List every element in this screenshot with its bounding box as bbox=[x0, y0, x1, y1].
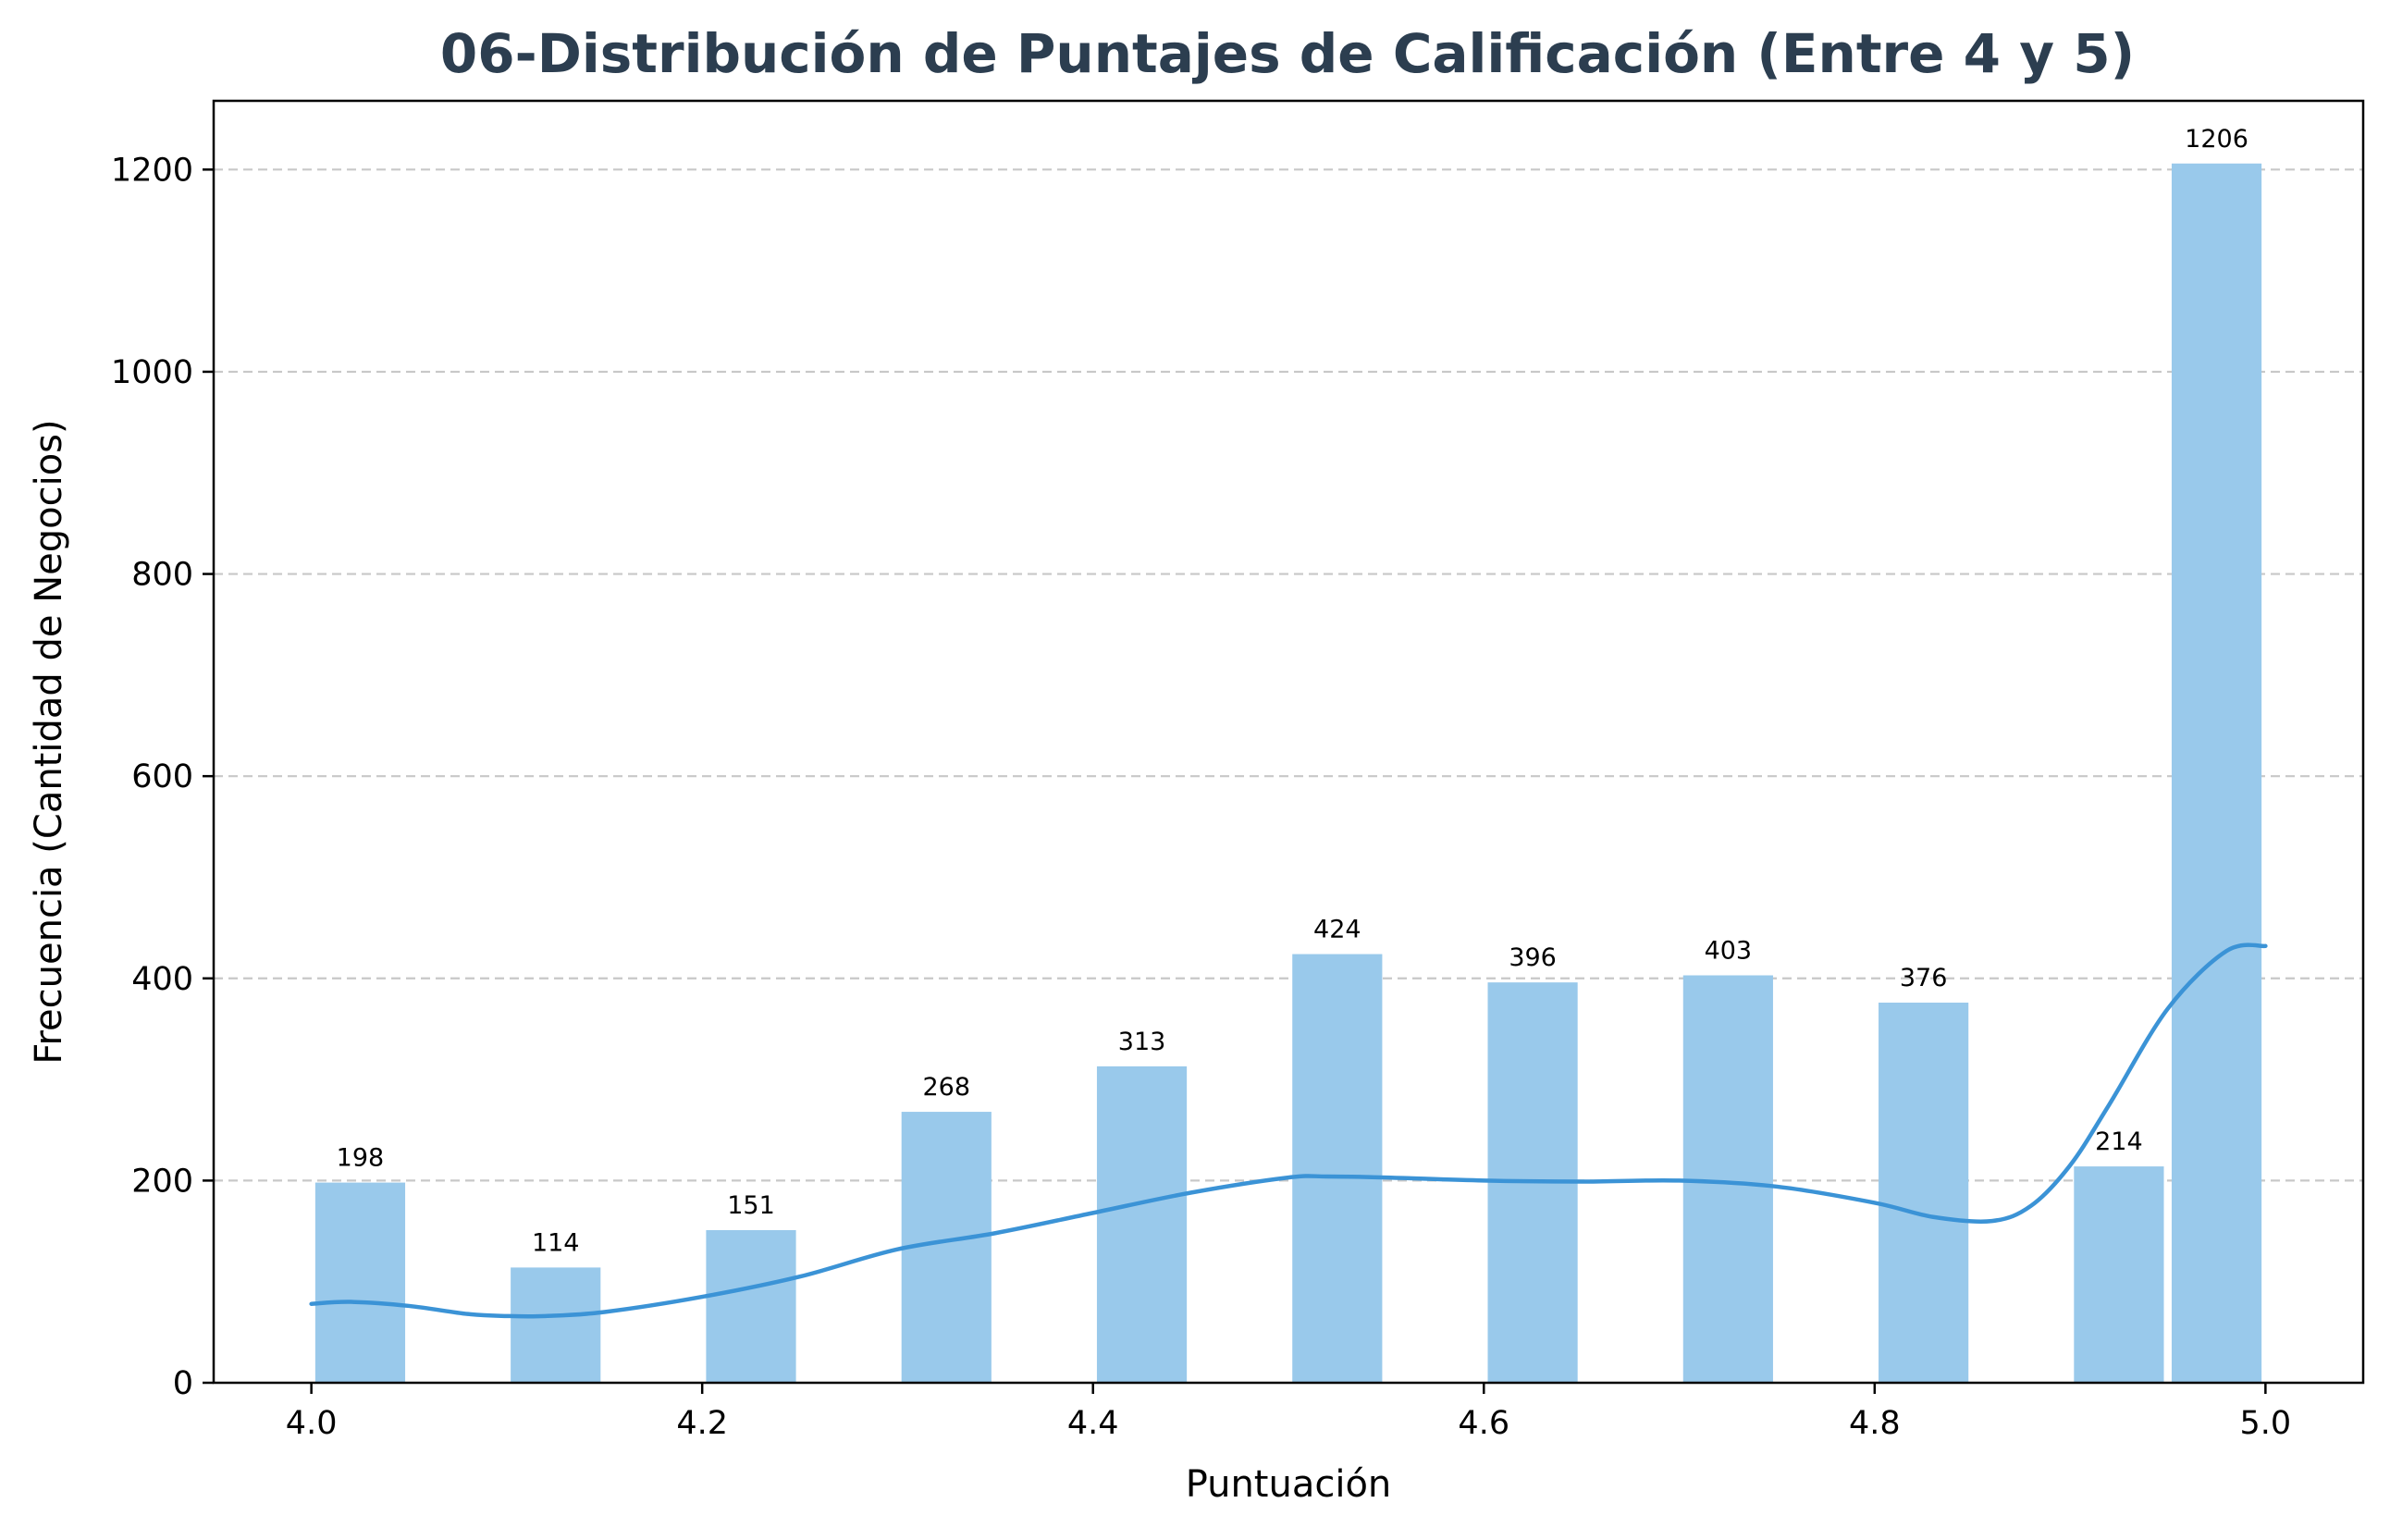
kde-curve bbox=[309, 942, 2268, 1319]
histogram-bar bbox=[2171, 163, 2262, 1383]
y-tick-label: 400 bbox=[131, 961, 193, 998]
y-tick-label: 1000 bbox=[111, 354, 193, 391]
histogram-bar bbox=[1292, 954, 1383, 1383]
bar-value-label: 114 bbox=[532, 1228, 580, 1257]
bar-value-label: 214 bbox=[2095, 1127, 2143, 1156]
histogram-bar bbox=[314, 1182, 406, 1383]
bar-value-label: 1206 bbox=[2185, 125, 2248, 154]
x-tick-label: 4.6 bbox=[1458, 1405, 1509, 1442]
y-tick-label: 800 bbox=[131, 557, 193, 594]
bar-value-labels: 198 114 151 268 313 424 396 403 376 214 1206 bbox=[337, 125, 2248, 1258]
histogram-bar bbox=[511, 1267, 601, 1383]
x-tick-label: 4.2 bbox=[676, 1405, 728, 1442]
histogram-bar bbox=[1096, 1066, 1188, 1383]
chart-title: 06-Distribución de Puntajes de Calificac… bbox=[440, 22, 2135, 85]
histogram-bar bbox=[1682, 975, 1773, 1383]
bar-value-label: 198 bbox=[337, 1144, 385, 1173]
y-tick-label: 0 bbox=[173, 1365, 193, 1402]
x-tick-label: 4.0 bbox=[286, 1405, 338, 1442]
bar-value-label: 376 bbox=[1900, 964, 1948, 992]
x-tick-label: 5.0 bbox=[2240, 1405, 2292, 1442]
bar-value-label: 403 bbox=[1705, 936, 1753, 965]
histogram-bar bbox=[706, 1229, 796, 1383]
kde-curve-group bbox=[309, 942, 2268, 1319]
y-axis-label: Frecuencia (Cantidad de Negocios) bbox=[28, 419, 70, 1064]
bar-value-label: 268 bbox=[922, 1073, 970, 1102]
grid-lines bbox=[214, 168, 2363, 1182]
histogram-bar bbox=[1879, 1003, 1969, 1383]
y-tick-label: 600 bbox=[131, 758, 193, 795]
x-tick-label: 4.4 bbox=[1067, 1405, 1119, 1442]
x-axis-ticks: 4.0 4.2 4.4 4.6 4.8 5.0 bbox=[286, 1383, 2291, 1442]
y-tick-label: 200 bbox=[131, 1163, 193, 1200]
bar-value-label: 424 bbox=[1313, 916, 1361, 944]
bars bbox=[314, 163, 2262, 1383]
bar-value-label: 313 bbox=[1118, 1028, 1166, 1056]
y-axis-ticks: 0 200 400 600 800 1000 1200 bbox=[111, 152, 214, 1402]
y-tick-label: 1200 bbox=[111, 152, 193, 189]
bar-value-label: 396 bbox=[1509, 943, 1557, 972]
x-axis-label: Puntuación bbox=[1186, 1463, 1392, 1506]
x-tick-label: 4.8 bbox=[1849, 1405, 1901, 1442]
bar-value-label: 151 bbox=[727, 1191, 775, 1220]
histogram-bar bbox=[2074, 1166, 2164, 1383]
plot-area-frame bbox=[212, 99, 2365, 1385]
